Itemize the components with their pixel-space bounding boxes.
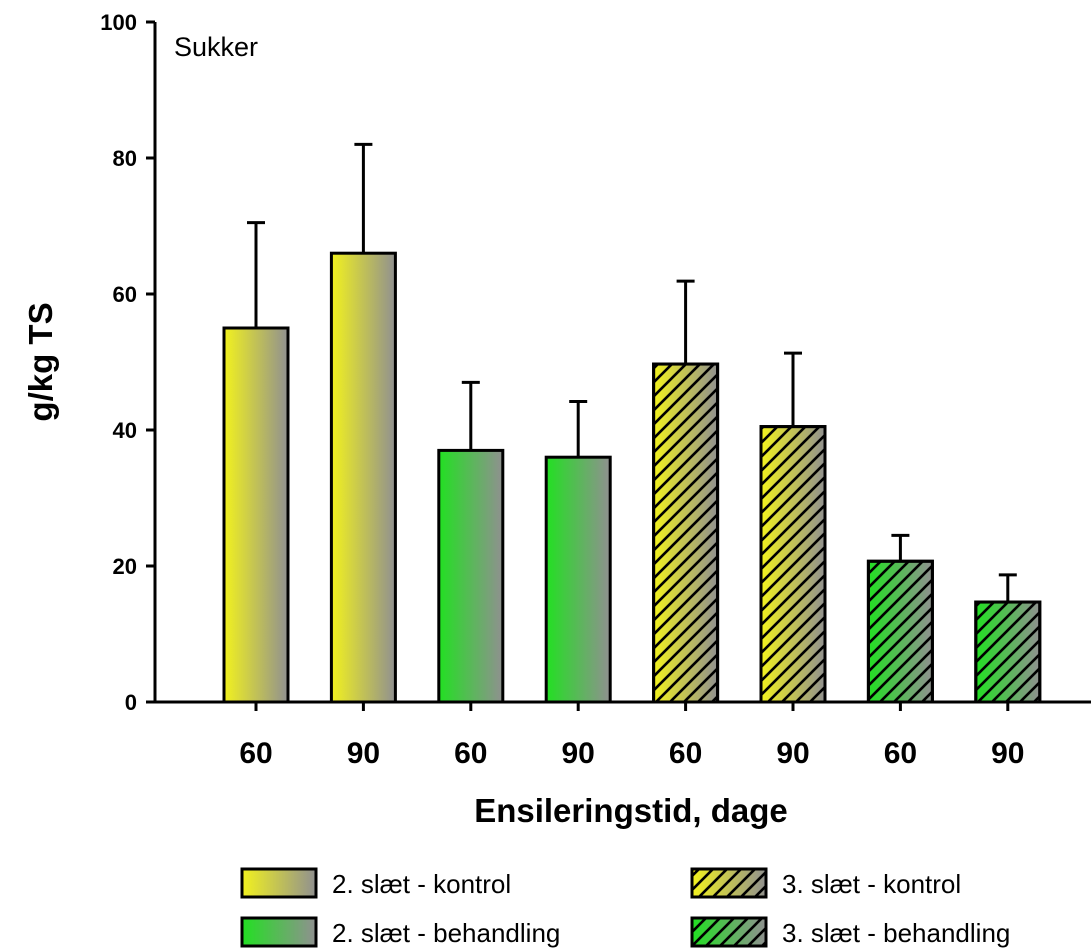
y-tick-label: 60 bbox=[113, 282, 137, 307]
legend-label: 2. slæt - behandling bbox=[332, 918, 560, 948]
y-axis-title: g/kg TS bbox=[22, 302, 59, 421]
legend-label: 2. slæt - kontrol bbox=[332, 869, 511, 899]
legend-swatch bbox=[240, 916, 318, 948]
x-tick-label: 60 bbox=[239, 737, 272, 770]
y-tick-label: 40 bbox=[113, 418, 137, 443]
x-tick-label: 90 bbox=[562, 737, 595, 770]
y-axis-ticks: 0 20 40 60 80 100 bbox=[100, 10, 155, 715]
x-tick-label: 90 bbox=[991, 737, 1024, 770]
x-tick-label: 90 bbox=[776, 737, 809, 770]
bar-hatch bbox=[974, 600, 1042, 704]
bar-hatch bbox=[759, 425, 827, 704]
legend-swatch bbox=[240, 867, 318, 899]
legend-swatch-hatch bbox=[690, 867, 768, 899]
bar bbox=[437, 448, 505, 704]
bar bbox=[222, 326, 290, 704]
legend-label: 3. slæt - kontrol bbox=[782, 869, 961, 899]
bar-hatch bbox=[652, 362, 720, 704]
x-tick-label: 60 bbox=[884, 737, 917, 770]
x-tick-label: 60 bbox=[454, 737, 487, 770]
bars bbox=[222, 251, 1042, 704]
x-tick-label: 90 bbox=[347, 737, 380, 770]
x-axis-title: Ensileringstid, dage bbox=[474, 792, 788, 829]
legend-label: 3. slæt - behandling bbox=[782, 918, 1010, 948]
bar bbox=[544, 455, 612, 704]
bar-hatch bbox=[866, 559, 934, 704]
legend: 2. slæt - kontrol 2. slæt - behandling 3. … bbox=[240, 867, 1010, 948]
x-axis-ticks: 60 90 60 90 60 90 60 90 bbox=[239, 702, 1024, 770]
legend-swatch-hatch bbox=[690, 916, 768, 948]
x-tick-label: 60 bbox=[669, 737, 702, 770]
y-tick-label: 100 bbox=[100, 10, 137, 35]
chart-annotation: Sukker bbox=[174, 32, 258, 62]
y-tick-label: 20 bbox=[113, 554, 137, 579]
y-tick-label: 80 bbox=[113, 146, 137, 171]
error-bars bbox=[247, 142, 1017, 603]
y-tick-label: 0 bbox=[125, 690, 137, 715]
bar bbox=[329, 251, 397, 704]
